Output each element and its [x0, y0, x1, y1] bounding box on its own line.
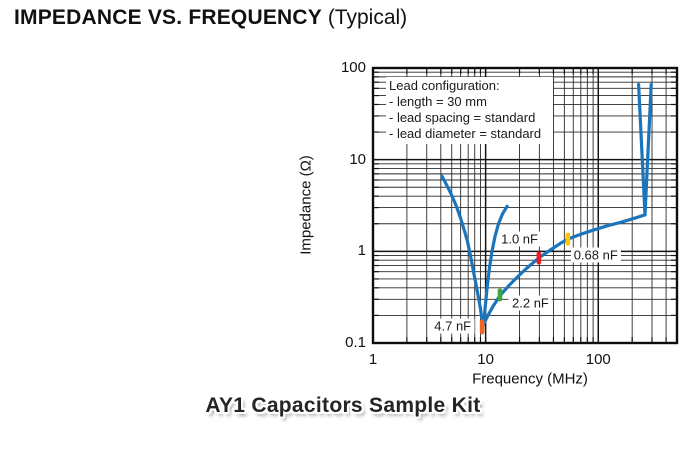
- y-axis-title: Impedance (Ω): [297, 155, 315, 255]
- marker-0.68nF: [565, 232, 571, 246]
- lead-note-line: - lead diameter = standard: [389, 126, 542, 141]
- x-axis-title: Frequency (MHz): [472, 370, 588, 388]
- figure-title-suffix: (Typical): [321, 6, 408, 29]
- curve-steep-inductive-branch: [482, 204, 509, 326]
- marker-1.0nF: [536, 251, 542, 265]
- y-tick-label: 0.1: [345, 334, 366, 351]
- label-4.7nF: 4.7 nF: [431, 318, 475, 334]
- figure-title-main: IMPEDANCE VS. FREQUENCY: [14, 6, 322, 29]
- lead-note-line: Lead configuration:: [389, 78, 500, 93]
- y-tick-label: 10: [349, 150, 366, 168]
- label-2.2nF: 2.2 nF: [509, 295, 552, 311]
- lead-note-line: - lead spacing = standard: [389, 110, 536, 125]
- y-tick-label: 100: [340, 59, 366, 76]
- y-tick-label: 1: [357, 242, 366, 260]
- label-0.68nF: 0.68 nF: [570, 247, 621, 263]
- label-1.0nF: 1.0 nF: [498, 231, 541, 247]
- lead-note-line: - length = 30 mm: [389, 94, 487, 109]
- sample-kit-caption: AY1 Capacitors Sample Kit: [205, 394, 481, 417]
- lead-configuration-note: Lead configuration: - length = 30 mm - l…: [386, 77, 553, 144]
- figure-title: IMPEDANCE VS. FREQUENCY (Typical): [14, 6, 407, 30]
- curve-spike-left-edge: [636, 82, 647, 217]
- marker-4.7nF: [479, 319, 485, 335]
- marker-2.2nF: [497, 288, 503, 302]
- x-tick-label: 1: [368, 351, 378, 368]
- curve-capacitive-descending-branch: [440, 174, 485, 328]
- x-tick-label: 10: [477, 351, 494, 368]
- x-tick-label: 100: [585, 351, 611, 368]
